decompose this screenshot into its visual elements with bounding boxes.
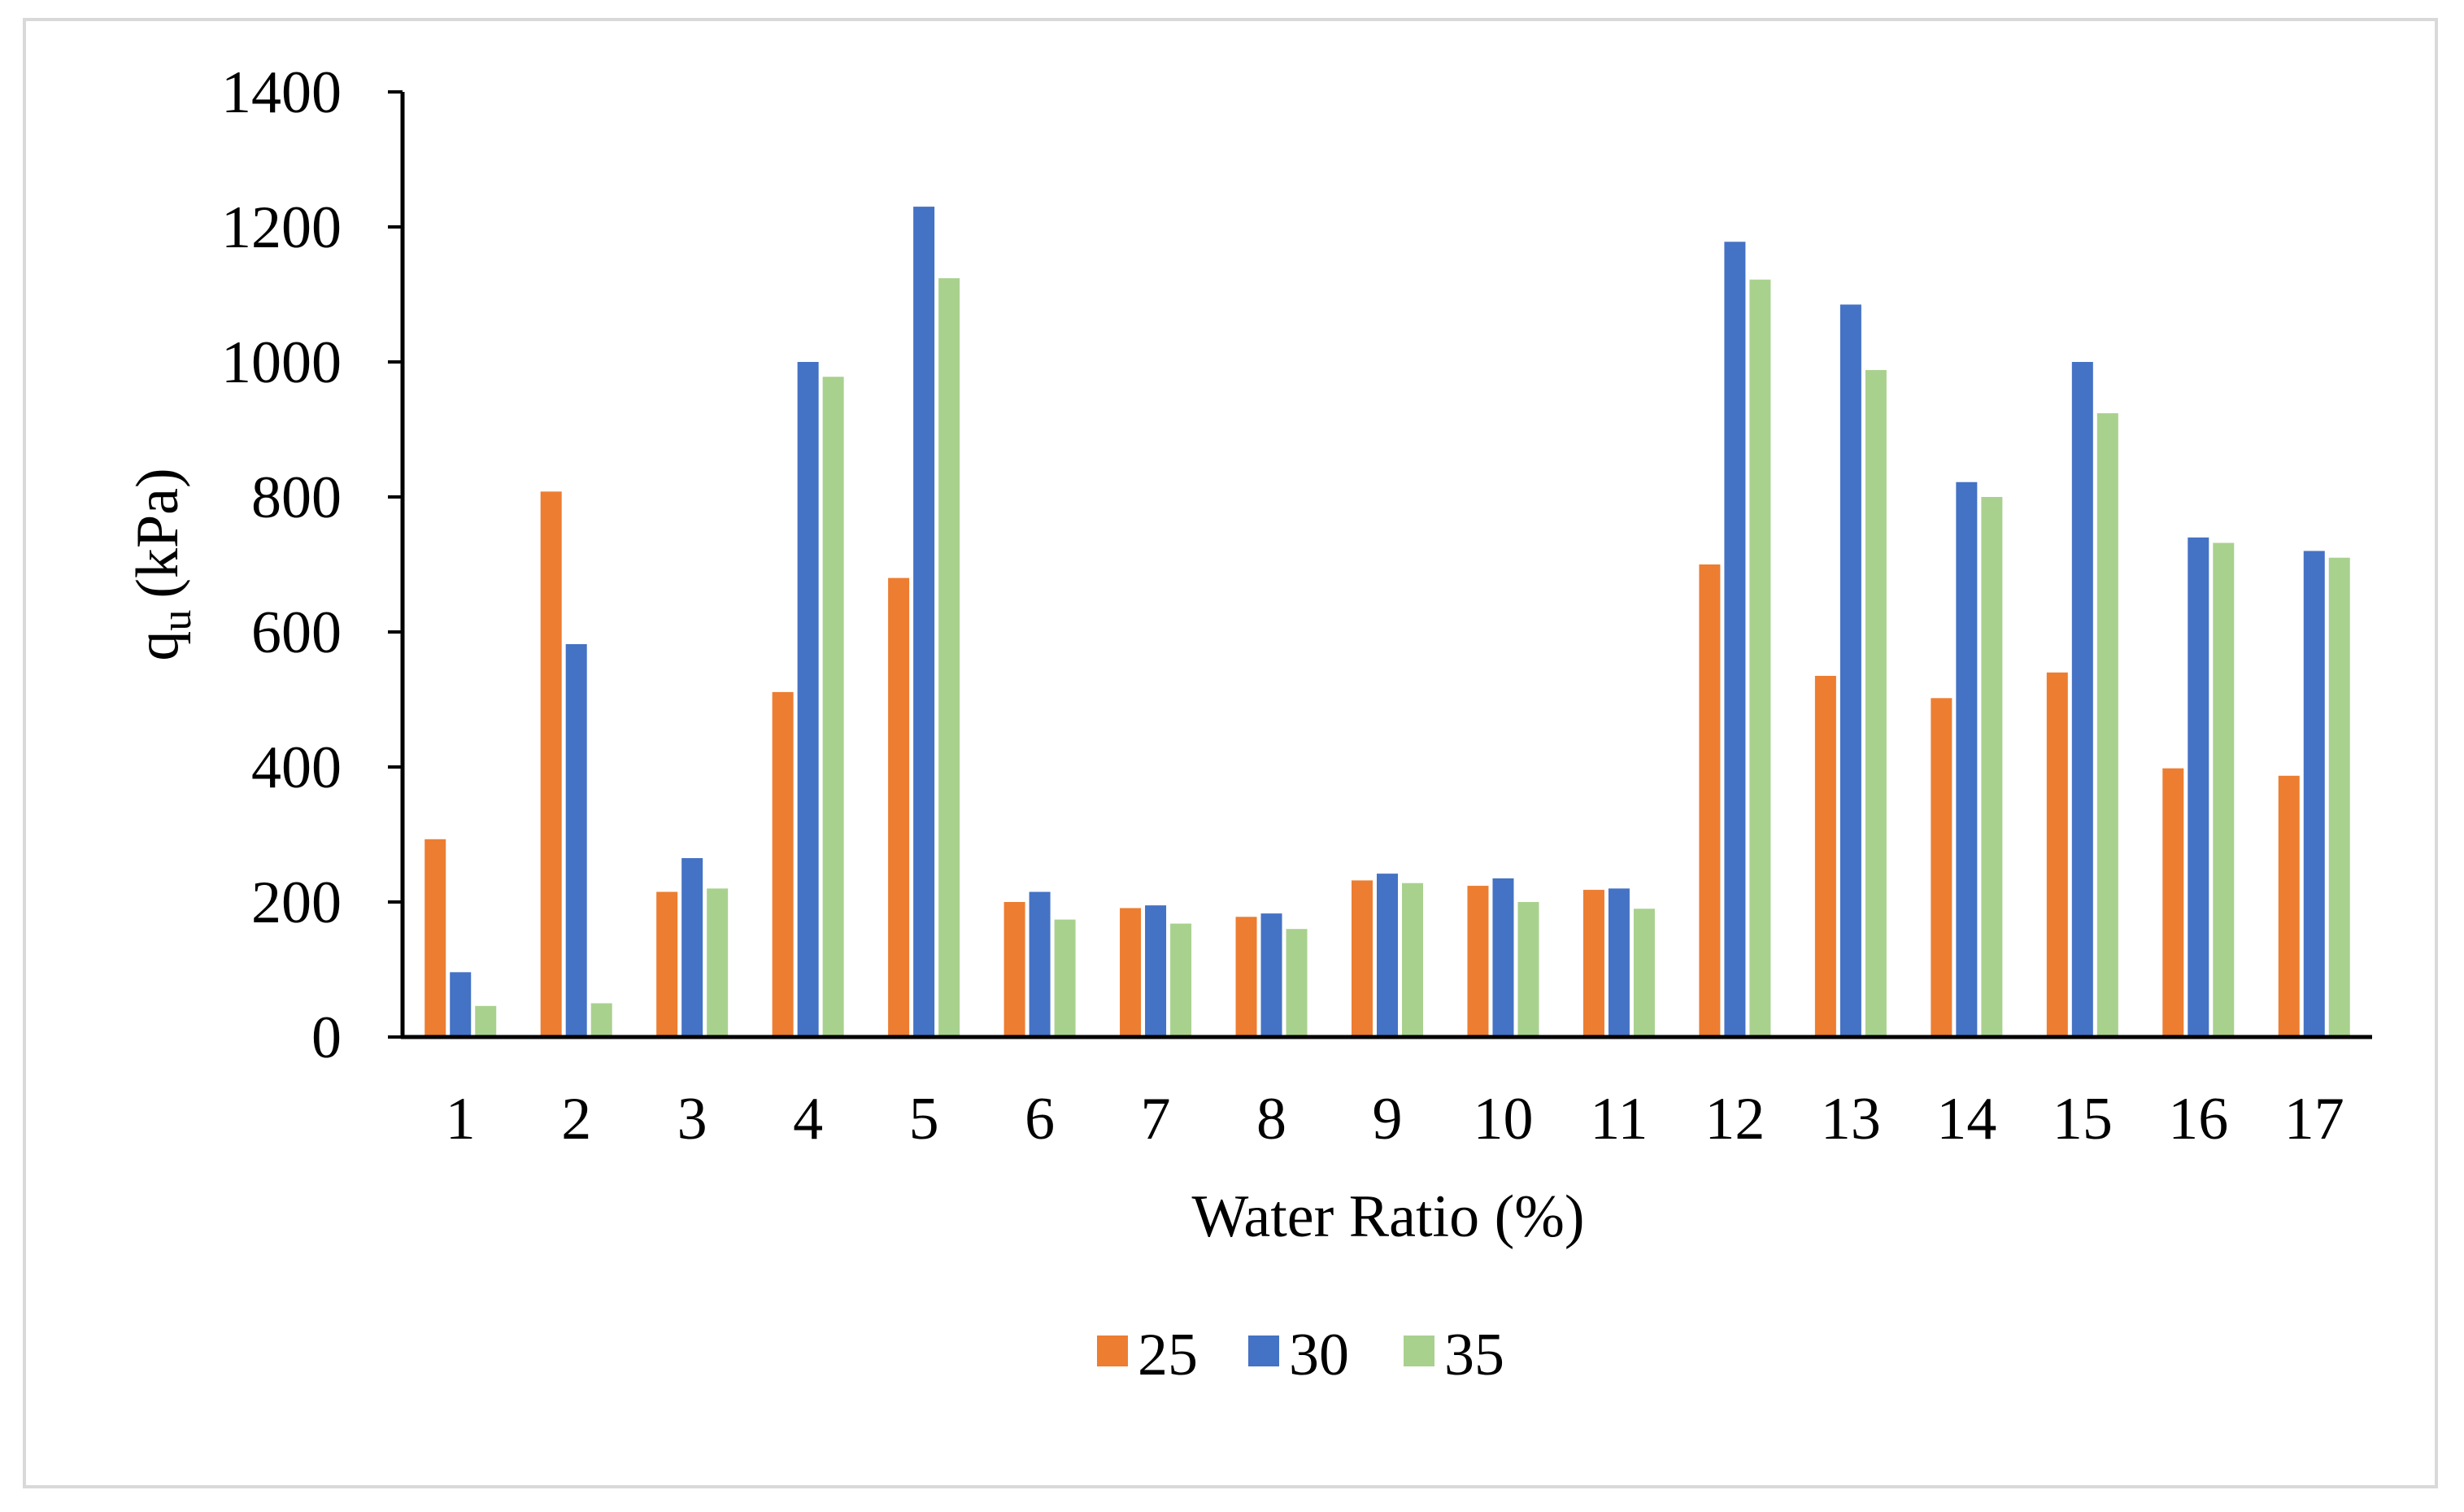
- y-tick-label: 200: [251, 869, 342, 936]
- bar-series-35-cat-16: [2213, 542, 2235, 1037]
- bar-series-25-cat-8: [1235, 917, 1257, 1037]
- bar-series-30-cat-11: [1608, 888, 1630, 1037]
- bar-series-30-cat-12: [1724, 242, 1746, 1037]
- x-tick-label: 12: [1704, 1086, 1765, 1153]
- bar-series-35-cat-17: [2328, 557, 2350, 1037]
- y-axis-ticks: 0 200 400 600 800 1000 1200 1400: [221, 59, 403, 1071]
- x-axis-title: Water Ratio (%): [1191, 1183, 1584, 1250]
- x-tick-label: 15: [2053, 1086, 2113, 1153]
- legend-swatch-25: [1097, 1336, 1128, 1366]
- bar-series-30-cat-4: [797, 362, 819, 1037]
- bar-series-25-cat-14: [1931, 698, 1952, 1037]
- bar-series-35-cat-14: [1981, 497, 2003, 1037]
- bar-series-35-cat-7: [1170, 923, 1192, 1037]
- bar-series-30-cat-16: [2188, 537, 2209, 1037]
- legend-label-30: 30: [1289, 1322, 1349, 1388]
- bar-series-30-cat-13: [1839, 304, 1861, 1037]
- bar-series-25-cat-10: [1467, 886, 1489, 1037]
- bar-series-30-cat-10: [1492, 878, 1514, 1037]
- bar-series-30-cat-14: [1956, 481, 1978, 1037]
- bar-series-35-cat-10: [1517, 902, 1539, 1037]
- y-tick-label: 600: [251, 599, 342, 666]
- bar-series-30-cat-17: [2303, 551, 2325, 1037]
- bar-series-25-cat-5: [888, 577, 910, 1037]
- legend: 25 30 35: [1097, 1322, 1504, 1388]
- y-tick-label: 1200: [221, 194, 342, 261]
- bar-series-35-cat-4: [822, 377, 844, 1037]
- x-tick-label: 6: [1025, 1086, 1055, 1153]
- x-tick-label: 9: [1373, 1086, 1403, 1153]
- bar-series-25-cat-3: [656, 891, 678, 1037]
- bar-series-30-cat-3: [681, 858, 703, 1037]
- y-axis-title-unit: (kPa): [124, 468, 191, 598]
- bar-series-25-cat-15: [2046, 672, 2068, 1037]
- legend-swatch-30: [1248, 1336, 1279, 1366]
- bar-series-35-cat-13: [1865, 369, 1887, 1038]
- bar-series-30-cat-7: [1145, 905, 1167, 1037]
- legend-label-25: 25: [1138, 1322, 1198, 1388]
- x-tick-label: 7: [1141, 1086, 1171, 1153]
- bar-series-25-cat-1: [424, 839, 446, 1037]
- bar-series-35-cat-15: [2096, 413, 2118, 1038]
- bar-series-30-cat-5: [913, 207, 935, 1038]
- bar-series-35-cat-3: [707, 888, 729, 1037]
- x-tick-label: 11: [1590, 1086, 1648, 1153]
- bar-series-25-cat-9: [1352, 880, 1373, 1037]
- bar-series-35-cat-2: [590, 1003, 612, 1037]
- bar-series-25-cat-4: [772, 691, 794, 1037]
- bar-series-25-cat-7: [1120, 908, 1142, 1037]
- x-tick-label: 5: [909, 1086, 939, 1153]
- x-tick-label: 14: [1936, 1086, 1996, 1153]
- y-tick-label: 800: [251, 464, 342, 531]
- bar-series-30-cat-2: [565, 643, 587, 1037]
- bar-series-30-cat-9: [1377, 874, 1398, 1037]
- x-tick-label: 16: [2168, 1086, 2228, 1153]
- legend-swatch-35: [1404, 1336, 1434, 1366]
- y-tick-label: 0: [311, 1004, 342, 1071]
- y-tick-label: 1000: [221, 329, 342, 396]
- x-tick-label: 17: [2284, 1086, 2344, 1153]
- bar-series-25-cat-6: [1003, 902, 1025, 1037]
- chart-frame: [23, 18, 2438, 1488]
- bar-series-35-cat-8: [1286, 929, 1308, 1037]
- bar-series-25-cat-13: [1814, 675, 1836, 1037]
- y-axis-title: qu (kPa): [124, 468, 200, 660]
- bar-series-25-cat-2: [540, 491, 562, 1037]
- y-tick-label: 400: [251, 734, 342, 801]
- bar-series-25-cat-11: [1582, 890, 1604, 1037]
- legend-label-35: 35: [1444, 1322, 1504, 1388]
- x-tick-label: 2: [561, 1086, 591, 1153]
- x-tick-label: 10: [1473, 1086, 1533, 1153]
- bar-series-25-cat-17: [2278, 775, 2300, 1037]
- x-tick-label: 8: [1256, 1086, 1286, 1153]
- bar-series-35-cat-1: [475, 1005, 497, 1037]
- bar-series-30-cat-15: [2071, 362, 2093, 1037]
- bar-series-30-cat-1: [450, 972, 472, 1037]
- y-axis-title-main: q: [124, 631, 191, 661]
- y-axis-title-subscript: u: [154, 610, 200, 631]
- bar-series-30-cat-8: [1260, 913, 1282, 1037]
- bar-series-35-cat-6: [1054, 919, 1076, 1037]
- bar-series-35-cat-9: [1402, 882, 1423, 1037]
- bar-series-35-cat-11: [1633, 909, 1655, 1037]
- x-tick-label: 1: [446, 1086, 476, 1153]
- x-tick-label: 4: [793, 1086, 823, 1153]
- bars-group: [424, 207, 2350, 1038]
- y-tick-label: 1400: [221, 59, 342, 126]
- bar-series-25-cat-12: [1699, 564, 1721, 1037]
- bar-series-35-cat-12: [1749, 279, 1771, 1037]
- x-tick-label: 3: [677, 1086, 707, 1153]
- x-axis-ticks: 1 2 3 4 5 6 7 8 9 10 11 12 13 14 15 16 17: [446, 1086, 2344, 1153]
- bar-series-25-cat-16: [2162, 768, 2184, 1037]
- bar-series-30-cat-6: [1029, 891, 1051, 1037]
- x-tick-label: 13: [1821, 1086, 1881, 1153]
- bar-series-35-cat-5: [938, 278, 960, 1038]
